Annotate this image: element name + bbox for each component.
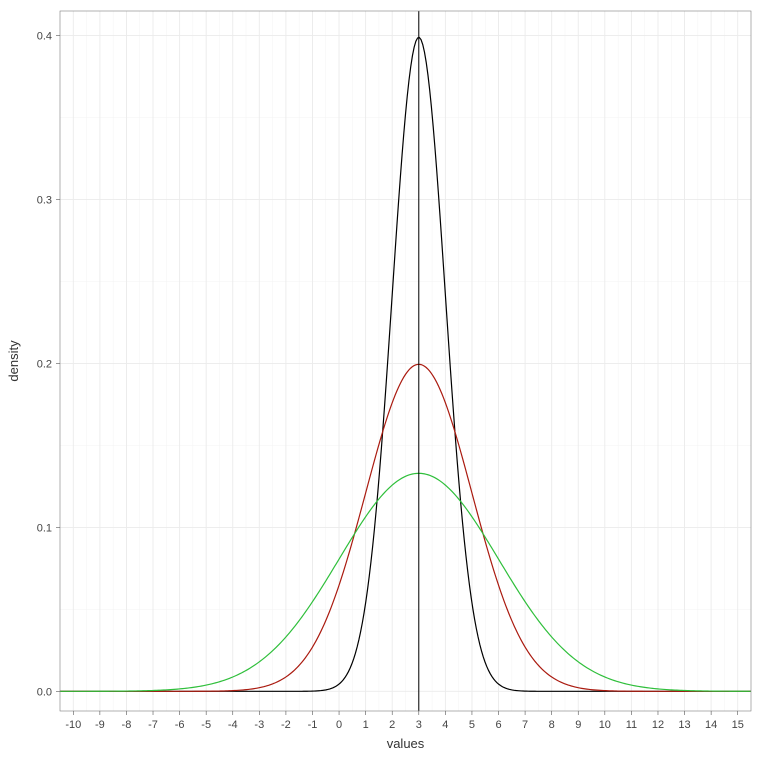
- x-tick-label: 14: [705, 719, 717, 731]
- x-tick-label: 13: [678, 719, 690, 731]
- y-tick-label: 0.2: [37, 358, 52, 370]
- x-tick-label: 4: [442, 719, 448, 731]
- x-tick-label: -6: [175, 719, 185, 731]
- x-tick-label: 6: [495, 719, 501, 731]
- density-plot: -10-9-8-7-6-5-4-3-2-10123456789101112131…: [0, 0, 768, 768]
- x-tick-label: -1: [308, 719, 318, 731]
- y-tick-label: 0.3: [37, 195, 52, 207]
- x-tick-label: 9: [575, 719, 581, 731]
- x-tick-label: 11: [626, 719, 637, 731]
- x-tick-label: -9: [95, 719, 105, 731]
- x-tick-label: 3: [416, 719, 422, 731]
- x-tick-label: -5: [201, 719, 211, 731]
- x-tick-label: 2: [389, 719, 395, 731]
- x-tick-label: 7: [522, 719, 528, 731]
- x-tick-label: 8: [549, 719, 555, 731]
- x-tick-label: -10: [65, 719, 81, 731]
- x-tick-label: -2: [281, 719, 291, 731]
- x-tick-label: -3: [254, 719, 264, 731]
- y-tick-label: 0.1: [37, 522, 52, 534]
- x-tick-label: -7: [148, 719, 158, 731]
- y-tick-label: 0.0: [37, 686, 52, 698]
- y-axis-label: density: [6, 340, 21, 382]
- x-tick-label: 10: [599, 719, 611, 731]
- x-tick-label: 12: [652, 719, 664, 731]
- x-tick-label: 15: [732, 719, 744, 731]
- y-tick-label: 0.4: [37, 31, 52, 43]
- x-tick-label: -8: [122, 719, 132, 731]
- x-axis-label: values: [387, 736, 425, 751]
- x-tick-label: 0: [336, 719, 342, 731]
- x-tick-label: 5: [469, 719, 475, 731]
- x-tick-label: -4: [228, 719, 238, 731]
- x-tick-label: 1: [363, 719, 369, 731]
- chart-container: { "chart": { "type": "line", "width": 76…: [0, 0, 768, 768]
